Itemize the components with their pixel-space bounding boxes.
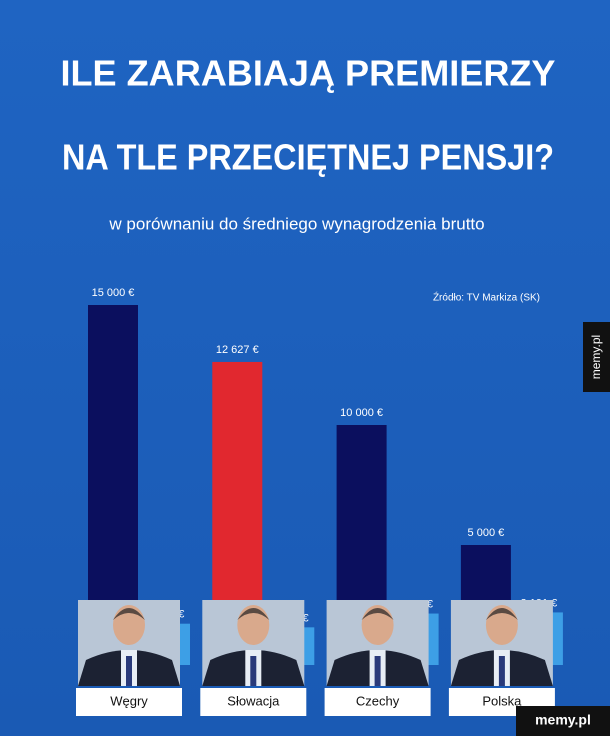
- x-tick-label: Węgry: [110, 693, 148, 708]
- source: Źródło: TV Markiza (SK): [433, 291, 540, 304]
- photo-head: [237, 605, 270, 645]
- photo-head: [361, 605, 394, 645]
- chart-title: NA TLE PRZECIĘTNEJ PENSJI?: [62, 137, 554, 178]
- value-label: 15 000 €: [92, 287, 135, 299]
- x-tick-label: Polska: [482, 693, 522, 708]
- watermark: memy.pl: [535, 712, 591, 728]
- chart-subtitle: w porównaniu do średniego wynagrodzenia …: [108, 214, 484, 233]
- value-label: 12 627 €: [216, 344, 259, 356]
- photo-tie: [374, 656, 381, 686]
- value-label: 10 000 €: [340, 407, 383, 419]
- category-box: [76, 688, 182, 716]
- x-tick-label: Słowacja: [227, 693, 280, 708]
- x-tick-label: Czechy: [356, 693, 400, 708]
- photo-tie: [250, 656, 257, 686]
- category-box: [200, 688, 307, 716]
- photo-head: [113, 605, 145, 645]
- chart-title: ILE ZARABIAJĄ PREMIERZY: [61, 53, 556, 94]
- photo-hair: [237, 608, 270, 620]
- photo-hair: [485, 608, 518, 620]
- watermark: memy.pl: [589, 335, 603, 379]
- watermark-box: [583, 322, 610, 392]
- value-label: 5 000 €: [468, 527, 505, 539]
- photo-tie: [126, 656, 132, 686]
- category-box: [324, 688, 431, 716]
- photo-hair: [113, 608, 145, 620]
- photo-head: [485, 605, 518, 645]
- photo-tie: [498, 656, 505, 686]
- watermark-box: [516, 706, 610, 736]
- photo-hair: [361, 608, 394, 620]
